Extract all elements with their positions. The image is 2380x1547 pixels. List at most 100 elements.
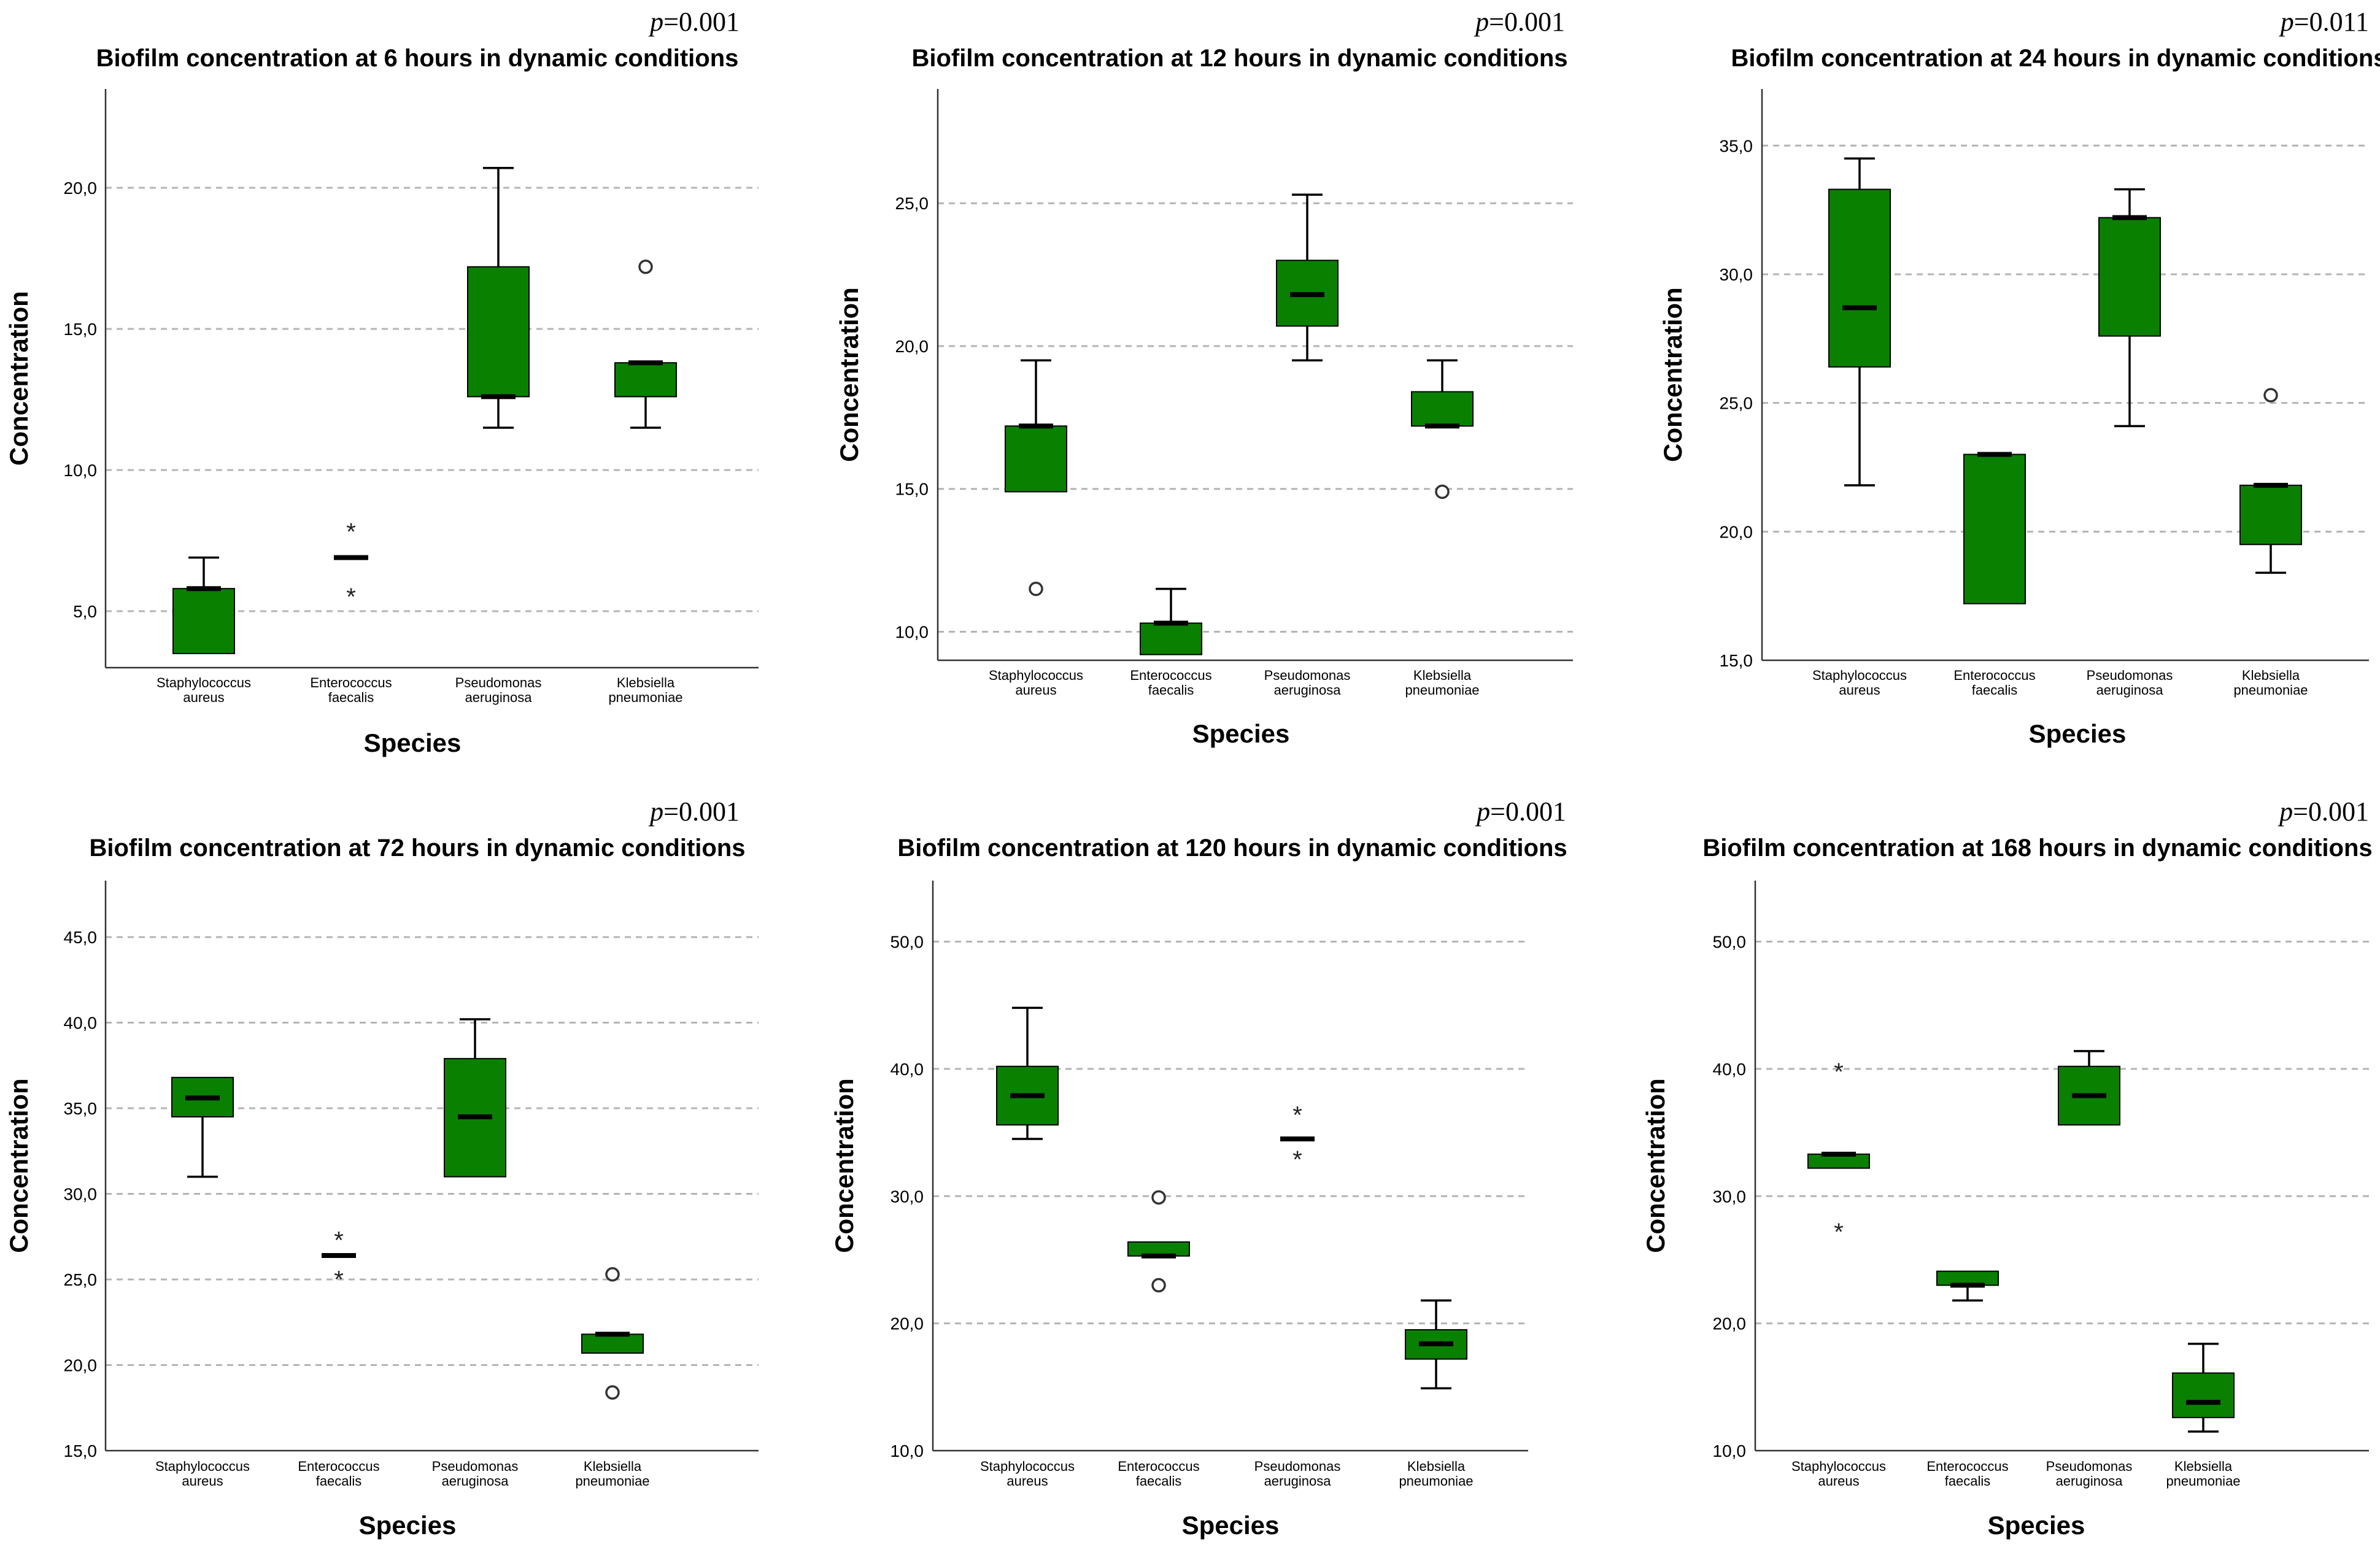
x-tick-label-line: aeruginosa bbox=[2096, 682, 2164, 698]
box-group: Klebsiella pneumoniae bbox=[575, 1267, 650, 1489]
chart-title: Biofilm concentration at 120 hours in dy… bbox=[897, 835, 1567, 862]
y-tick-label: 30,0 bbox=[64, 1185, 98, 1204]
y-tick-label: 10,0 bbox=[891, 1441, 924, 1460]
outlier-point bbox=[1435, 484, 1450, 500]
x-axis-label: Species bbox=[1988, 1511, 2085, 1540]
x-tick-label-line: aureus bbox=[1818, 1473, 1859, 1489]
x-tick-label-line: Staphylococcus bbox=[1812, 668, 1907, 683]
box-group: Staphylococcus aureus bbox=[989, 359, 1083, 698]
outlier-point bbox=[1029, 581, 1043, 596]
box bbox=[1828, 188, 1891, 368]
x-axis-label: Species bbox=[1182, 1511, 1280, 1540]
x-tick-label-line: Staphylococcus bbox=[1791, 1459, 1886, 1474]
box-group: Pseudomonas aeruginosa * * bbox=[1254, 1101, 1341, 1489]
x-tick-label-line: Staphylococcus bbox=[989, 668, 1083, 683]
x-tick-label: Staphylococcus aureus bbox=[989, 668, 1083, 698]
x-tick-label-line: Klebsiella bbox=[1407, 1459, 1466, 1474]
x-tick-label: Klebsiella pneumoniae bbox=[575, 1459, 649, 1489]
p-value-label: p=0.001 bbox=[2278, 797, 2369, 827]
box-group: Enterococcus faecalis bbox=[1953, 452, 2036, 698]
x-tick-label-line: pneumoniae bbox=[575, 1473, 649, 1489]
y-tick-label: 25,0 bbox=[64, 1270, 98, 1289]
box bbox=[1963, 453, 2026, 604]
box-group: Enterococcus faecalis bbox=[1118, 1190, 1200, 1489]
y-axis-label: Concentration bbox=[830, 1078, 859, 1253]
box-group: Enterococcus faecalis * * bbox=[310, 519, 392, 705]
box bbox=[2239, 484, 2302, 546]
box-group: Klebsiella pneumoniae bbox=[2233, 388, 2308, 698]
x-tick-label: Enterococcus faecalis bbox=[1953, 668, 2035, 698]
extreme-point: * bbox=[334, 1227, 344, 1254]
x-tick-label: Klebsiella pneumoniae bbox=[2166, 1459, 2240, 1489]
x-tick-label-line: Klebsiella bbox=[2242, 668, 2300, 683]
box-group: Pseudomonas aeruginosa bbox=[432, 1018, 519, 1489]
box-group: Klebsiella pneumoniae bbox=[1405, 359, 1480, 698]
x-tick-label-line: pneumoniae bbox=[2166, 1473, 2240, 1489]
p-symbol: p bbox=[648, 7, 663, 37]
x-tick-label-line: Enterococcus bbox=[1926, 1459, 2008, 1474]
x-tick-label-line: Staphylococcus bbox=[980, 1459, 1075, 1474]
x-tick-label: Klebsiella pneumoniae bbox=[1405, 668, 1479, 698]
box-group: Enterococcus faecalis * * bbox=[298, 1227, 379, 1489]
box-group: Klebsiella pneumoniae bbox=[1399, 1299, 1474, 1489]
outlier-point bbox=[1151, 1190, 1166, 1205]
chart-title: Biofilm concentration at 24 hours in dyn… bbox=[1731, 45, 2380, 72]
box-group: Pseudomonas aeruginosa bbox=[1264, 193, 1351, 698]
x-tick-label-line: aureus bbox=[1015, 682, 1056, 698]
chart-panel-5: p=0.001 Biofilm concentration at 120 hour… bbox=[830, 797, 1567, 1540]
y-axis-label: Concentration bbox=[835, 287, 864, 462]
outlier-point bbox=[2263, 388, 2278, 403]
box-group: Klebsiella pneumoniae bbox=[608, 260, 683, 705]
y-tick-label: 30,0 bbox=[1720, 265, 1753, 284]
x-tick-label: Pseudomonas aeruginosa bbox=[2087, 668, 2173, 698]
box-group: Enterococcus faecalis bbox=[1926, 1270, 2009, 1489]
extreme-point: * bbox=[334, 1267, 344, 1294]
extreme-point: * bbox=[1292, 1101, 1302, 1128]
y-tick-label: 5,0 bbox=[73, 602, 97, 621]
outlier-point bbox=[1151, 1278, 1166, 1293]
x-tick-label-line: Pseudomonas bbox=[432, 1459, 519, 1474]
x-axis-label: Species bbox=[1192, 719, 1290, 748]
x-tick-label: Pseudomonas aeruginosa bbox=[432, 1459, 519, 1489]
p-value: 0.001 bbox=[1505, 797, 1566, 827]
chart-title: Biofilm concentration at 168 hours in dy… bbox=[1702, 835, 2372, 862]
x-tick-label-line: Enterococcus bbox=[1130, 668, 1211, 683]
box-group: Staphylococcus aureus * * bbox=[1791, 1059, 1886, 1489]
x-tick-label-line: faecalis bbox=[1972, 682, 2018, 698]
x-tick-label-line: aeruginosa bbox=[1264, 1473, 1332, 1489]
box bbox=[614, 362, 677, 398]
extreme-point: * bbox=[346, 519, 356, 546]
box bbox=[172, 588, 235, 655]
p-symbol: p bbox=[1474, 7, 1489, 37]
p-equals: = bbox=[663, 7, 679, 37]
box bbox=[1411, 391, 1474, 427]
x-tick-label: Staphylococcus aureus bbox=[155, 1459, 250, 1489]
x-tick-label-line: aureus bbox=[183, 690, 224, 705]
extreme-point: * bbox=[1834, 1059, 1844, 1086]
x-tick-label-line: Pseudomonas bbox=[455, 675, 542, 690]
x-tick-label-line: faecalis bbox=[316, 1473, 362, 1489]
x-tick-label-line: faecalis bbox=[328, 690, 374, 705]
x-tick-label: Pseudomonas aeruginosa bbox=[1264, 668, 1351, 698]
p-equals: = bbox=[663, 797, 679, 827]
outlier-point bbox=[605, 1385, 620, 1400]
box-group: Pseudomonas aeruginosa bbox=[455, 167, 542, 705]
x-tick-label: Pseudomonas aeruginosa bbox=[2046, 1459, 2133, 1489]
x-tick-label-line: Pseudomonas bbox=[1264, 668, 1351, 683]
p-value: 0.001 bbox=[2308, 797, 2369, 827]
x-tick-label-line: pneumoniae bbox=[1399, 1473, 1473, 1489]
chart-title: Biofilm concentration at 6 hours in dyna… bbox=[96, 45, 739, 72]
x-axis-label: Species bbox=[364, 728, 462, 757]
y-tick-label: 40,0 bbox=[64, 1014, 98, 1033]
x-tick-label-line: pneumoniae bbox=[1405, 682, 1479, 698]
p-value-label: p=0.011 bbox=[2279, 7, 2369, 37]
x-tick-label: Klebsiella pneumoniae bbox=[1399, 1459, 1473, 1489]
x-tick-label-line: aureus bbox=[182, 1473, 223, 1489]
x-tick-label: Klebsiella pneumoniae bbox=[608, 675, 682, 705]
p-symbol: p bbox=[1475, 797, 1490, 827]
x-tick-label-line: aeruginosa bbox=[2056, 1473, 2123, 1489]
box bbox=[1140, 622, 1202, 655]
y-tick-label: 25,0 bbox=[1720, 394, 1753, 413]
box-group: Staphylococcus aureus bbox=[155, 1076, 250, 1489]
